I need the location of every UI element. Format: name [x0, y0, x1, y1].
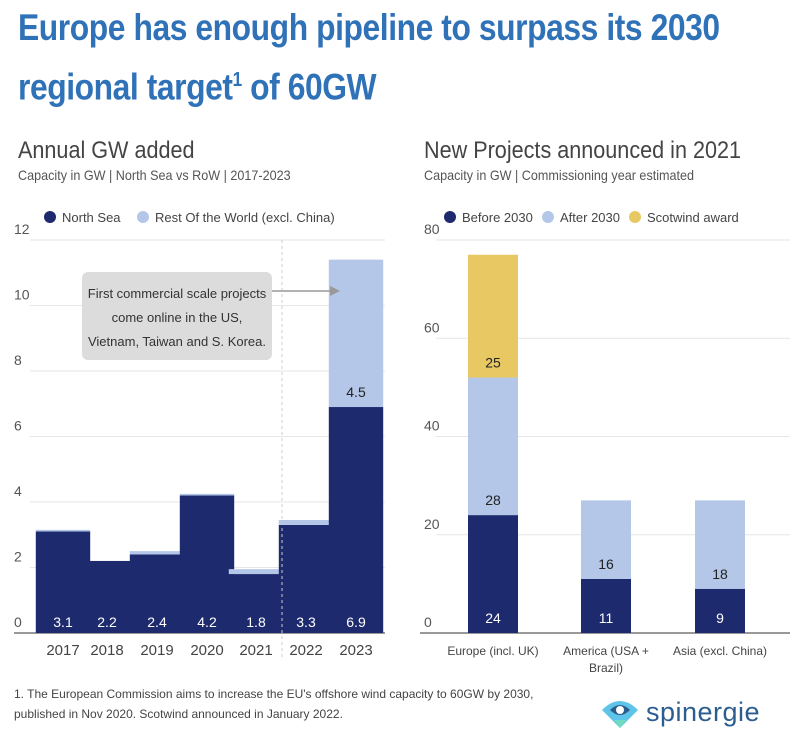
data-label: 1.8	[246, 614, 266, 630]
x-tick-label: Asia (excl. China)	[673, 644, 767, 658]
data-label: 3.1	[53, 614, 73, 630]
y-tick-label: 60	[424, 319, 440, 335]
x-tick-label: 2019	[140, 642, 173, 659]
bar-segment	[328, 259, 384, 408]
spinergie-logo: spinergie	[600, 694, 760, 730]
bar-segment	[179, 495, 235, 633]
logo-text: spinergie	[646, 696, 761, 727]
bar-segment	[468, 254, 518, 378]
x-tick-label: 2021	[239, 642, 272, 659]
legend-label: North Sea	[62, 210, 121, 225]
annotation-text: First commercial scale projects	[88, 286, 267, 301]
right-chart-subtitle: Capacity in GW | Commissioning year esti…	[424, 167, 695, 183]
data-label: 18	[712, 566, 728, 582]
x-tick-label: 2020	[190, 642, 223, 659]
data-label: 25	[485, 355, 501, 371]
footnote: 1. The European Commission aims to incre…	[14, 684, 533, 724]
title-sup: 1	[232, 69, 243, 91]
x-tick-label: Europe (incl. UK)	[447, 644, 538, 658]
annotation-text: come online in the US,	[112, 310, 243, 325]
x-tick-label: 2022	[289, 642, 322, 659]
left-chart-subtitle: Capacity in GW | North Sea vs RoW | 2017…	[18, 167, 291, 183]
bar-segment	[129, 551, 185, 555]
bar-segment	[278, 520, 334, 525]
bar-segment	[79, 560, 135, 633]
left-chart-title: Annual GW added	[18, 137, 195, 164]
y-tick-label: 6	[14, 418, 22, 434]
y-tick-label: 4	[14, 483, 22, 499]
y-tick-label: 0	[424, 614, 432, 630]
bar-segment	[179, 493, 235, 496]
data-label: 9	[716, 610, 724, 626]
y-tick-label: 80	[424, 221, 440, 237]
data-label: 11	[599, 610, 614, 626]
page-title: Europe has enough pipeline to surpass it…	[18, 2, 775, 113]
bar-segment	[228, 574, 284, 633]
y-tick-label: 10	[14, 287, 30, 303]
bar-segment	[278, 524, 334, 633]
data-label: 4.2	[197, 614, 217, 630]
arrow-head-icon	[330, 286, 340, 296]
bar-segment	[35, 529, 91, 532]
bar-segment	[695, 588, 745, 633]
y-tick-label: 12	[14, 221, 30, 237]
data-label: 2.4	[147, 614, 167, 630]
legend-swatch	[137, 211, 149, 223]
bar-segment	[129, 554, 185, 633]
legend-swatch	[629, 211, 641, 223]
bar-segment	[468, 377, 518, 516]
legend-swatch	[44, 211, 56, 223]
footnote-line: published in Nov 2020. Scotwind announce…	[14, 707, 343, 721]
legend-swatch	[542, 211, 554, 223]
x-tick-label: 2023	[339, 642, 372, 659]
data-label: 28	[485, 492, 501, 508]
data-label: 4.5	[346, 384, 366, 400]
data-label: 6.9	[346, 614, 366, 630]
legend-label: Before 2030	[462, 210, 533, 225]
annotation-text: Vietnam, Taiwan and S. Korea.	[88, 334, 266, 349]
y-tick-label: 8	[14, 352, 22, 368]
y-tick-label: 2	[14, 549, 22, 565]
x-tick-label: 2017	[46, 642, 79, 659]
right-chart-title: New Projects announced in 2021	[424, 137, 742, 164]
legend-label: After 2030	[560, 210, 620, 225]
bar-segment	[581, 578, 631, 633]
legend-label: Scotwind award	[647, 210, 739, 225]
y-tick-label: 0	[14, 614, 22, 630]
bar-segment	[581, 500, 631, 579]
data-label: 3.3	[296, 614, 316, 630]
y-tick-label: 20	[424, 516, 440, 532]
bar-segment	[228, 569, 284, 575]
x-tick-label: 2018	[90, 642, 123, 659]
eye-logo-icon	[602, 701, 638, 728]
bar-segment	[468, 515, 518, 633]
x-tick-label: America (USA +	[563, 644, 649, 658]
data-label: 24	[485, 610, 501, 626]
legend-swatch	[444, 211, 456, 223]
annotation-box	[82, 272, 272, 360]
legend-label: Rest Of the World (excl. China)	[155, 210, 335, 225]
footnote-line: 1. The European Commission aims to incre…	[14, 687, 534, 701]
bar-segment	[328, 407, 384, 633]
bar-segment	[695, 500, 745, 589]
title-text: Europe has enough pipeline to surpass it…	[18, 7, 720, 108]
title-end: of 60GW	[241, 66, 377, 108]
data-label: 16	[598, 556, 614, 572]
x-tick-label: Brazil)	[589, 661, 623, 675]
data-label: 2.2	[97, 614, 117, 630]
y-tick-label: 40	[424, 418, 440, 434]
